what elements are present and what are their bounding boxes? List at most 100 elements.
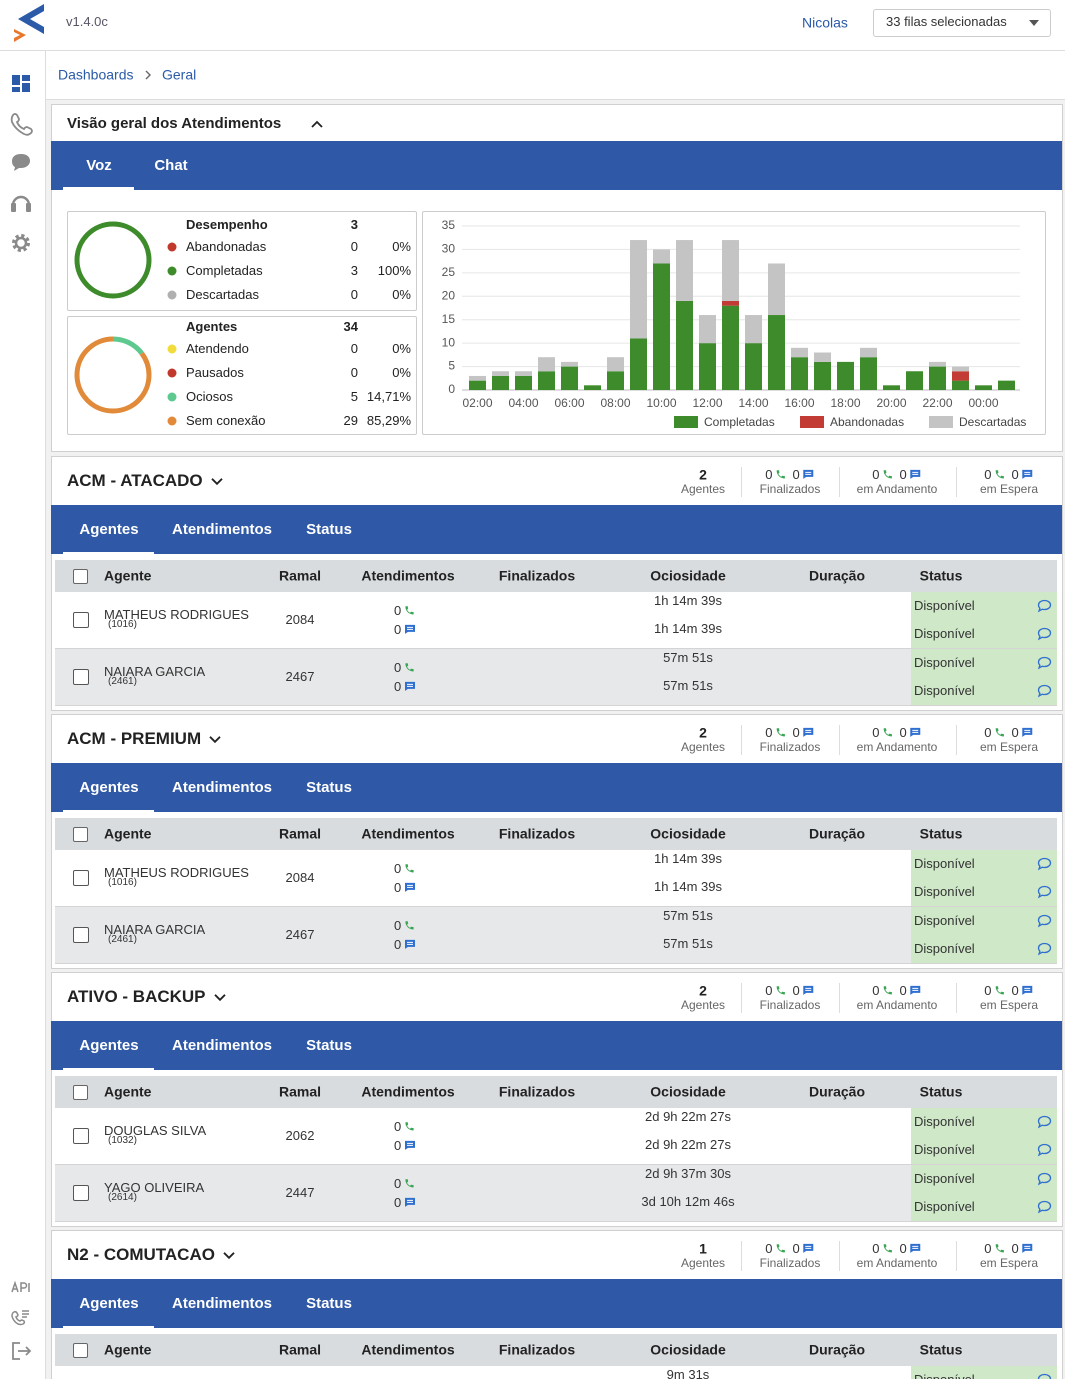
bubble-icon-wrap: [1037, 1200, 1052, 1219]
bubble-icon[interactable]: [1037, 1172, 1052, 1186]
queue-tab-bar: [51, 1021, 1062, 1070]
chat-lines: [1024, 1245, 1031, 1249]
table-row: [55, 1108, 1057, 1165]
phone-icon-wrap: [883, 1242, 894, 1258]
stat-separator: [956, 467, 957, 497]
chat-nav-icon[interactable]: [12, 154, 30, 171]
expand-caret[interactable]: [208, 734, 224, 744]
dropdown[interactable]: [873, 9, 1051, 37]
row-checkbox[interactable]: [73, 927, 89, 943]
stat-chat: 0: [899, 982, 907, 998]
bubble-icon[interactable]: [1037, 656, 1052, 670]
phone-shape: [776, 469, 786, 479]
ramal: 2084: [285, 612, 315, 628]
bubble-icon[interactable]: [1037, 599, 1052, 613]
bubble-icon[interactable]: [1037, 1200, 1052, 1214]
call-list-icon[interactable]: [11, 1310, 29, 1326]
summary-title: Agentes: [186, 319, 238, 335]
column-header: Duração: [808, 1341, 866, 1358]
headset-ear: [11, 203, 16, 212]
tab: Status: [306, 521, 352, 538]
chat-icon-wrap: [1022, 726, 1034, 742]
phone-icon-wrap: [883, 726, 894, 742]
bubble-icon[interactable]: [1037, 684, 1052, 698]
agents-count: 2: [699, 724, 707, 741]
stat-separator: [741, 467, 742, 497]
bubble-icon[interactable]: [1037, 885, 1052, 899]
chat-lines: [407, 1199, 414, 1203]
stat-chat: 0: [1011, 982, 1019, 998]
settings-nav-icon[interactable]: [12, 234, 30, 252]
stat-phone: 0: [765, 1240, 773, 1256]
chat-icon-wrap: [910, 984, 922, 1000]
collapse-caret[interactable]: [310, 118, 324, 130]
phone-icon-wrap: [404, 1177, 415, 1193]
stat-phone: 0: [872, 724, 880, 740]
status-text: Disponível: [914, 1114, 975, 1130]
bubble-icon[interactable]: [1037, 627, 1052, 641]
expand-caret[interactable]: [222, 1250, 238, 1260]
phone-icon-wrap: [404, 604, 415, 620]
expand-caret[interactable]: [210, 476, 226, 486]
agents-count: 2: [699, 982, 707, 999]
row-checkbox[interactable]: [73, 669, 89, 685]
summary-total: 3: [350, 217, 358, 233]
api-icon[interactable]: [11, 1280, 30, 1293]
dashboard-icon[interactable]: [12, 75, 30, 92]
phone-nav-icon[interactable]: [10, 113, 33, 136]
bubble-icon[interactable]: [1037, 914, 1052, 928]
row-checkbox[interactable]: [73, 1185, 89, 1201]
collapse-all-box[interactable]: [73, 1085, 88, 1100]
column-header: Duração: [808, 567, 866, 584]
summary-count: 0: [350, 365, 358, 381]
stat-phone: 0: [765, 982, 773, 998]
bubble-icon[interactable]: [1037, 1143, 1052, 1157]
collapse-all-box[interactable]: [73, 827, 88, 842]
phone-icon-wrap: [995, 468, 1006, 484]
bubble-icon[interactable]: [1037, 942, 1052, 956]
row-checkbox[interactable]: [73, 612, 89, 628]
summary-total: 34: [343, 319, 358, 335]
stat-separator: [839, 725, 840, 755]
idle-time: 57m 51s: [663, 908, 713, 924]
status-cell: [911, 620, 1057, 648]
logo: [14, 4, 44, 42]
bubble-icon[interactable]: [1037, 1373, 1052, 1379]
status-text: Disponível: [914, 1142, 975, 1158]
chat-lines: [912, 1245, 919, 1249]
agents-label: Agentes: [680, 1255, 726, 1270]
summary-pct: 0%: [392, 239, 411, 255]
row-checkbox[interactable]: [73, 870, 89, 886]
chat-icon: [910, 1243, 921, 1253]
collapse-all-box[interactable]: [73, 569, 88, 584]
chat-lines: [912, 729, 919, 733]
phone-shape: [883, 469, 893, 479]
status-text: Disponível: [914, 598, 975, 614]
summary-pct: 85,29%: [366, 413, 411, 429]
phone-shape: [776, 727, 786, 737]
active-tab-underline: [63, 1326, 154, 1329]
row-checkbox[interactable]: [73, 1128, 89, 1144]
stat-label: em Espera: [979, 739, 1039, 754]
logout-icon[interactable]: [12, 1342, 32, 1360]
performance-box: [67, 211, 417, 311]
stat-chat: 0: [899, 466, 907, 482]
phone-icon: [776, 469, 786, 479]
stat-label: em Andamento: [856, 997, 938, 1012]
expand-caret[interactable]: [213, 992, 229, 1002]
bubble-icon[interactable]: [1037, 857, 1052, 871]
stat-label: Finalizados: [759, 739, 821, 754]
agents-count: 2: [699, 466, 707, 483]
calls: 0: [394, 660, 415, 676]
summary-count: 29: [343, 413, 358, 429]
phone-shape: [995, 727, 1005, 737]
collapse-all-box[interactable]: [73, 1343, 88, 1358]
tab: Status: [306, 779, 352, 796]
idle-time: 2d 9h 22m 27s: [644, 1109, 732, 1125]
bubble-icon[interactable]: [1037, 1115, 1052, 1129]
phone-icon: [405, 1121, 414, 1131]
stat-separator: [956, 983, 957, 1013]
agent-id: (2461): [108, 934, 137, 945]
chat-icon: [405, 681, 416, 691]
